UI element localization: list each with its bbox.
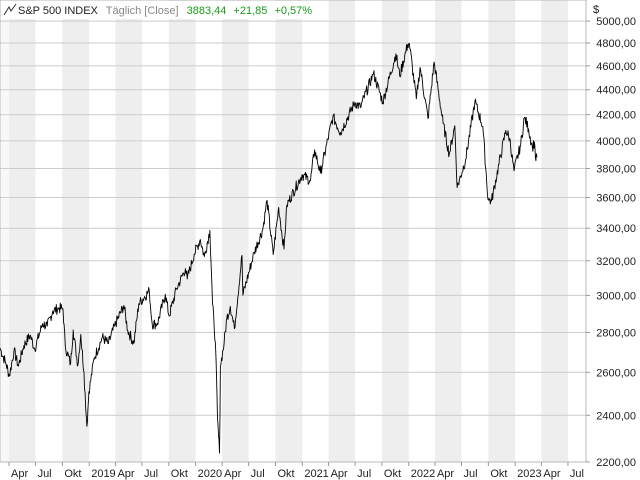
- x-tick-label: Jul: [144, 468, 158, 480]
- price-line: [0, 42, 538, 454]
- x-tick-label: Okt: [384, 468, 401, 480]
- last-value: 3883,44: [187, 5, 227, 17]
- x-tick-label: 2021: [304, 468, 328, 480]
- x-tick-label: Jul: [570, 468, 584, 480]
- quarter-band: [275, 0, 303, 462]
- x-tick-label: 2019: [91, 468, 115, 480]
- quarter-band: [541, 0, 568, 462]
- quarter-band: [9, 0, 36, 462]
- change-percent: +0,57%: [274, 5, 312, 17]
- y-axis: 2200,00 2400,00 2600,00 2800,00 3000,00 3200,…: [586, 16, 636, 469]
- y-tick-label: 4200,00: [596, 110, 636, 122]
- x-tick-label: 2020: [198, 468, 222, 480]
- x-tick-label: Apr: [543, 468, 560, 480]
- y-tick-label: 2800,00: [596, 327, 636, 339]
- x-tick-label: Jul: [464, 468, 478, 480]
- x-tick-label: Okt: [490, 468, 507, 480]
- symbol-name: S&P 500 INDEX: [18, 5, 99, 17]
- change-absolute: +21,85: [233, 5, 267, 17]
- y-tick-label: 2600,00: [596, 367, 636, 379]
- line-chart-icon: [3, 3, 17, 16]
- grid-lines: [0, 20, 586, 463]
- x-tick-label: Apr: [437, 468, 454, 480]
- x-tick-label: Apr: [11, 468, 28, 480]
- y-tick-label: 4800,00: [596, 38, 636, 50]
- quarter-band: [115, 0, 142, 462]
- y-tick-label: 5000,00: [596, 16, 636, 28]
- month-bands: [0, 0, 568, 462]
- quarter-band: [434, 0, 462, 462]
- y-tick-label: 2200,00: [596, 457, 636, 469]
- x-tick-label: 2022: [411, 468, 435, 480]
- interval-label: Täglich [Close]: [106, 5, 179, 17]
- y-tick-label: 3400,00: [596, 223, 636, 235]
- quarter-band: [328, 0, 356, 462]
- x-tick-label: Apr: [331, 468, 348, 480]
- y-tick-label: 3800,00: [596, 163, 636, 175]
- x-axis: Apr Jul Okt 2019 Apr Jul Okt 2020 Apr Jul Okt 2021 A…: [8, 462, 584, 480]
- x-tick-label: Okt: [278, 468, 295, 480]
- x-tick-label: Okt: [171, 468, 188, 480]
- quarter-band: [0, 0, 10, 462]
- y-tick-label: 2400,00: [596, 410, 636, 422]
- quarter-band: [168, 0, 196, 462]
- x-tick-label: Okt: [64, 468, 81, 480]
- y-tick-label: 4000,00: [596, 136, 636, 148]
- x-tick-label: Apr: [224, 468, 241, 480]
- y-tick-label: 3000,00: [596, 290, 636, 302]
- plot-frame: [0, 0, 587, 463]
- svg-text:S&P 500 INDEX Täglich [C: S&P 500 INDEX Täglich [Close] 3883,44 +2…: [18, 5, 312, 17]
- x-tick-label: 2023: [517, 468, 541, 480]
- quarter-band: [222, 0, 249, 462]
- y-tick-label: 4600,00: [596, 61, 636, 73]
- quarter-band: [381, 0, 409, 462]
- x-tick-label: Jul: [38, 468, 52, 480]
- y-tick-label: 3600,00: [596, 192, 636, 204]
- currency-label: $: [593, 4, 599, 16]
- y-tick-label: 4400,00: [596, 85, 636, 97]
- x-tick-label: Jul: [357, 468, 371, 480]
- x-tick-label: Apr: [117, 468, 134, 480]
- header-background: [1, 1, 309, 19]
- quarter-band: [488, 0, 516, 462]
- x-tick-label: Jul: [251, 468, 265, 480]
- y-tick-label: 3200,00: [596, 256, 636, 268]
